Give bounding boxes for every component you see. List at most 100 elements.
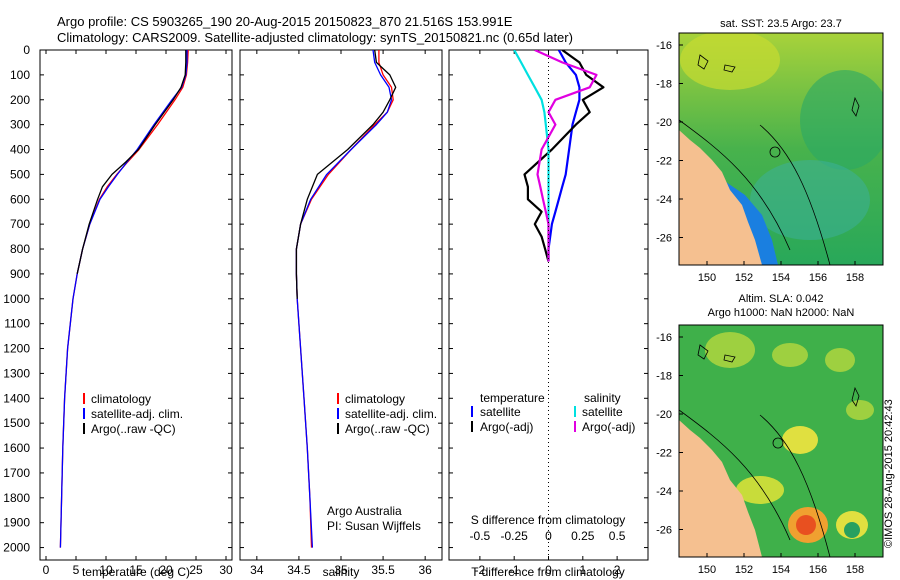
panel-2-series [295,50,397,548]
map-lon-tick-label: 150 [698,564,716,576]
sst-map-title: sat. SST: 23.5 Argo: 23.7 [720,18,842,30]
x-tick-label: 0 [545,563,552,577]
legend-label-climatology: climatology [345,392,405,406]
legend-header-salinity: salinity [584,391,621,405]
depth-tick-label: 1200 [3,342,30,356]
legend-label-s-satellite: satellite [582,405,623,419]
map-lat-tick-label: -20 [656,117,672,129]
sst-warm-patch [680,33,780,90]
x-tick-label: 5 [73,563,80,577]
depth-tick-label: 2000 [3,541,30,555]
land-australia [679,130,762,265]
x-top-tick-label: 0.5 [609,529,626,543]
x-tick-label: 20 [159,563,173,577]
legend-label-t-satellite: satellite [480,405,521,419]
sla-patch [825,348,855,372]
temperature-axes [39,49,233,561]
map-lon-tick-label: 156 [809,272,827,284]
t-difference-axis-label: T difference from climatology [471,565,625,579]
depth-tick-label: 100 [10,68,30,82]
x-tick-label: 34 [250,563,264,577]
x-tick-label: -2 [475,563,486,577]
map-lon-tick-label: 156 [809,564,827,576]
map-lat-tick-label: -16 [656,40,672,52]
sla-map-title-line1: Altim. SLA: 0.042 [739,293,824,305]
x-top-tick-label: 0 [545,529,552,543]
sst-map [679,33,883,265]
depth-tick-label: 800 [10,242,30,256]
x-tick-label: 34.5 [287,563,311,577]
salinity-axes [239,49,443,561]
x-tick-label: 35.5 [371,563,395,577]
map-lon-tick-label: 158 [846,272,864,284]
salinity-legend: climatology satellite-adj. clim. Argo(..… [337,392,437,436]
x-tick-label: 25 [189,563,203,577]
map-lat-tick-label: -22 [656,448,672,460]
map-lat-tick-label: -26 [656,233,672,245]
x-tick-label: 1 [579,563,586,577]
depth-tick-label: 300 [10,118,30,132]
map-lon-tick-label: 150 [698,272,716,284]
depth-tick-label: 900 [10,267,30,281]
x-tick-label: 0 [43,563,50,577]
bathymetry-contour [679,119,831,265]
legend-label-climatology: climatology [91,392,151,406]
map-lat-tick-label: -18 [656,371,672,383]
x-tick-label: 10 [99,563,113,577]
reef-outlines [697,54,860,117]
map-lon-tick-label: 152 [735,272,753,284]
legend-label-satellite: satellite-adj. clim. [91,407,183,421]
figure-title-line1: Argo profile: CS 5903265_190 20-Aug-2015… [57,14,513,29]
sla-low-patch [844,522,860,538]
temperature-legend: climatology satellite-adj. clim. Argo(..… [83,392,183,436]
annotation-pi: PI: Susan Wijffels [327,519,421,533]
x-tick-label: 36 [418,563,432,577]
reef-contour [772,437,784,449]
map-lat-tick-label: -18 [656,79,672,91]
panel-1-series [59,50,189,548]
depth-tick-label: 1600 [3,441,30,455]
series-line-argo-raw-qc- [295,50,397,299]
depth-tick-label: 0 [23,43,30,57]
imos-credit: ©IMOS 28-Aug-2015 20:42:43 [883,399,895,548]
sla-patch [782,426,818,454]
depth-tick-label: 1100 [4,317,30,331]
series-line-argo-raw-qc- [76,50,187,275]
sla-patch [772,343,808,367]
sst-patch [800,70,883,170]
bathymetry-contour [679,409,831,557]
series-line-temperature-satellite [547,50,581,262]
reef-outlines [697,344,860,407]
sla-map-title-line2: Argo h1000: NaN h2000: NaN [708,307,855,319]
sla-map [679,325,883,557]
x-tick-label: 15 [129,563,143,577]
x-tick-label: -1 [509,563,520,577]
map-lat-tick-label: -16 [656,332,672,344]
depth-tick-label: 600 [10,192,30,206]
annotation-argo-australia: Argo Australia [327,504,402,518]
legend-label-satellite: satellite-adj. clim. [345,407,437,421]
depth-tick-label: 1300 [3,366,30,380]
depth-tick-label: 700 [10,217,30,231]
sla-high-anomaly-core [796,515,816,535]
x-tick-label: 35 [334,563,348,577]
map-lon-tick-label: 154 [772,564,790,576]
depth-tick-label: 1000 [3,292,30,306]
depth-tick-label: 1400 [3,391,30,405]
depth-tick-label: 200 [10,93,30,107]
sla-patch [846,400,874,420]
x-tick-label: 2 [614,563,621,577]
depth-tick-label: 1800 [3,491,30,505]
difference-legend: temperature salinity satellite Argo(-adj… [471,391,635,434]
land-australia [679,420,762,557]
depth-tick-label: 500 [10,167,30,181]
map-lon-tick-label: 154 [772,272,790,284]
series-line-satellite-adj-clim- [295,50,393,548]
salinity-axis-label: salinity [323,565,360,579]
depth-tick-label: 1900 [3,516,30,530]
reef-contour [769,146,781,158]
legend-header-temperature: temperature [480,391,545,405]
s-difference-axis-label: S difference from climatology [471,513,626,527]
map-lon-tick-label: 158 [846,564,864,576]
